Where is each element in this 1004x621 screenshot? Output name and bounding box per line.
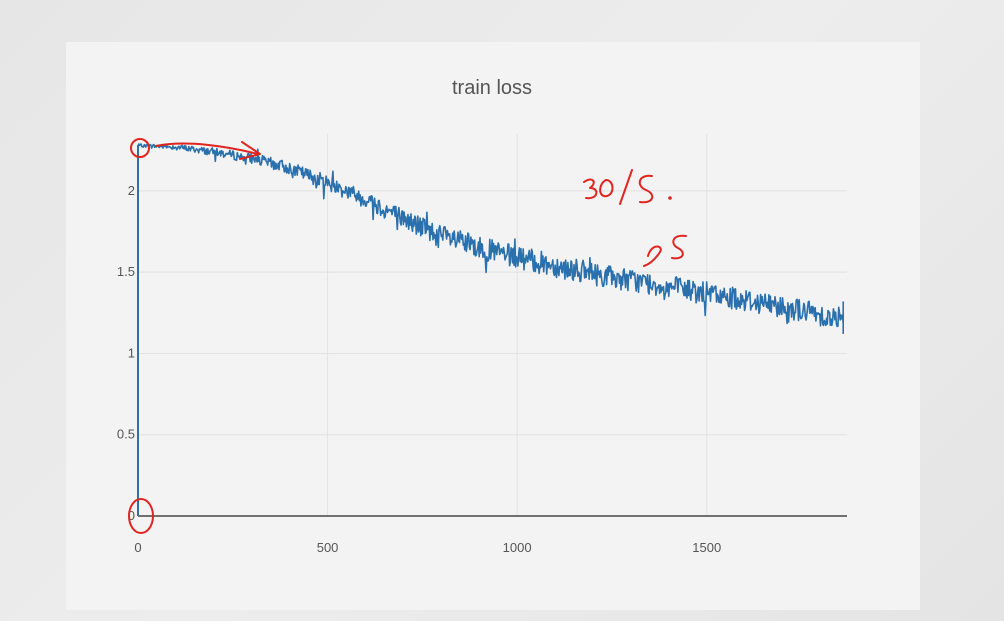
ink-circle-zero — [128, 498, 154, 534]
ink-circle-start — [130, 138, 150, 158]
ink-dot — [668, 196, 672, 200]
ink-digit-2 — [643, 245, 662, 267]
x-tick-label: 0 — [134, 540, 141, 555]
chart-panel: train loss 0 0.5 1 1.5 2 0 500 1000 1500 — [66, 42, 920, 610]
gridlines — [138, 134, 847, 516]
ink-digit-0 — [599, 179, 614, 198]
ink-slash — [619, 169, 633, 205]
series-line-0 — [137, 143, 844, 328]
tick-labels: 0 0.5 1 1.5 2 0 500 1000 1500 — [117, 183, 721, 555]
y-tick-label: 0 — [128, 508, 135, 523]
y-tick-label: 0.5 — [117, 427, 135, 442]
handwritten-annotations — [128, 138, 687, 534]
x-tick-label: 1500 — [692, 540, 721, 555]
series-layer — [137, 143, 845, 334]
line-chart: train loss 0 0.5 1 1.5 2 0 500 1000 1500 — [117, 77, 847, 555]
x-tick-label: 1000 — [503, 540, 532, 555]
axes — [137, 145, 847, 517]
y-tick-label: 2 — [128, 183, 135, 198]
ink-letter-s-2 — [671, 234, 687, 260]
chart-title: train loss — [452, 77, 532, 99]
ink-arrow — [155, 141, 261, 160]
ink-digit-3 — [583, 178, 598, 200]
y-tick-label: 1.5 — [117, 264, 135, 279]
x-tick-label: 500 — [317, 540, 339, 555]
y-tick-label: 1 — [128, 345, 135, 360]
ink-letter-s — [638, 174, 654, 204]
